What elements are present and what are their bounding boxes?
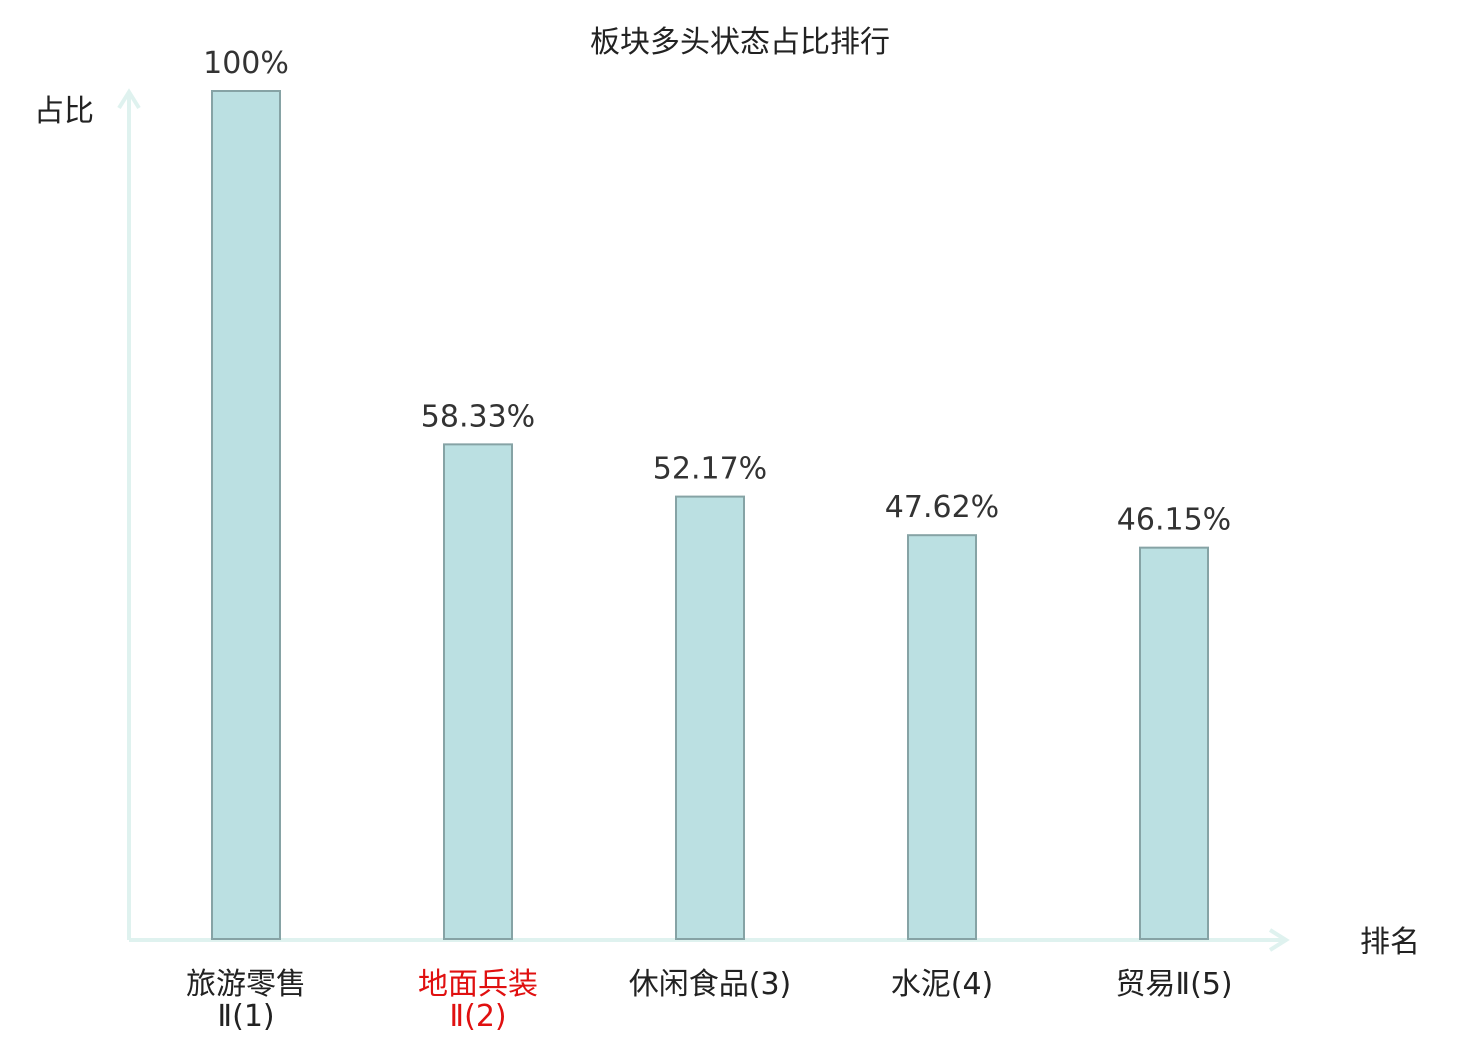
value-label-group: 100% 58.33% 52.17% 47.62% 46.15% <box>203 46 1231 538</box>
bar <box>443 443 513 940</box>
chart-title: 板块多头状态占比排行 <box>590 25 890 60</box>
bar-value-label: 47.62% <box>885 490 999 525</box>
x-axis-arrow-icon <box>1268 928 1290 952</box>
y-axis-arrow-icon <box>117 88 141 110</box>
bar <box>675 495 745 940</box>
bar-value-label: 46.15% <box>1117 503 1231 538</box>
category-label: 地面兵装 <box>418 967 538 1002</box>
bar-series <box>211 90 1209 940</box>
bar <box>907 534 977 940</box>
bar-value-label: 52.17% <box>653 452 767 487</box>
bar <box>1139 546 1209 940</box>
bar-value-label: 100% <box>203 46 289 81</box>
bar <box>211 90 281 940</box>
category-label-line2: Ⅱ(1) <box>217 999 274 1034</box>
category-label: 休闲食品(3) <box>629 967 792 1002</box>
x-axis-label: 排名 <box>1360 925 1420 960</box>
y-axis-label: 占比 <box>34 94 94 129</box>
category-label: 旅游零售 <box>186 967 306 1002</box>
category-label: 水泥(4) <box>891 967 994 1002</box>
bar-value-label: 58.33% <box>421 399 535 434</box>
category-label-line2: Ⅱ(2) <box>449 999 506 1034</box>
category-label: 贸易Ⅱ(5) <box>1115 967 1232 1002</box>
